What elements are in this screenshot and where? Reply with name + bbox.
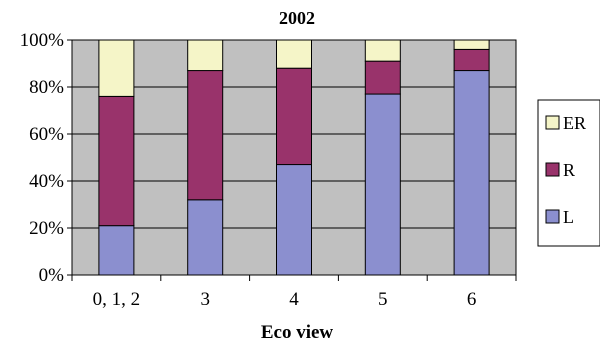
bar-segment-r: [364, 60, 401, 95]
bar-segment-r: [276, 67, 312, 166]
legend: ER R L: [537, 99, 600, 247]
y-tick-label: 80%: [29, 77, 64, 98]
bar-segment-l: [187, 199, 224, 276]
y-tick-label: 100%: [20, 30, 65, 51]
x-tick-label: 4: [289, 289, 299, 310]
bar-segment-l: [453, 70, 490, 276]
y-axis: 0% 20% 40% 60% 80% 100%: [20, 30, 72, 286]
bars: [98, 39, 490, 276]
bar-segment-er: [98, 39, 135, 97]
y-tick-label: 20%: [29, 218, 64, 239]
bar-segment-er: [364, 39, 401, 62]
bar-segment-er: [453, 39, 490, 50]
y-tick-label: 0%: [39, 265, 65, 286]
chart-title: 2002: [279, 8, 315, 28]
y-tick-label: 60%: [29, 124, 64, 145]
x-tick-label: 6: [467, 289, 477, 310]
legend-label-r: R: [563, 160, 575, 180]
bar-segment-er: [187, 39, 224, 72]
x-tick-label: 5: [378, 289, 388, 310]
x-axis: 0, 1, 2 3 4 5 6: [71, 275, 517, 310]
y-tick-label: 40%: [29, 171, 64, 192]
bar-segment-er: [276, 39, 312, 69]
legend-swatch-er: [545, 115, 560, 130]
legend-label-er: ER: [563, 113, 586, 133]
bar-segment-r: [453, 48, 490, 72]
x-tick-label: 0, 1, 2: [93, 289, 141, 310]
legend-swatch-r: [545, 162, 560, 177]
bar-segment-l: [364, 93, 401, 276]
bar-segment-l: [98, 225, 135, 276]
bar-segment-r: [187, 70, 224, 201]
bar-segment-r: [98, 95, 135, 227]
x-tick-label: 3: [200, 289, 210, 310]
x-axis-label: Eco view: [261, 322, 334, 343]
legend-swatch-l: [545, 209, 560, 224]
legend-label-l: L: [563, 207, 574, 227]
bar-segment-l: [276, 164, 312, 276]
